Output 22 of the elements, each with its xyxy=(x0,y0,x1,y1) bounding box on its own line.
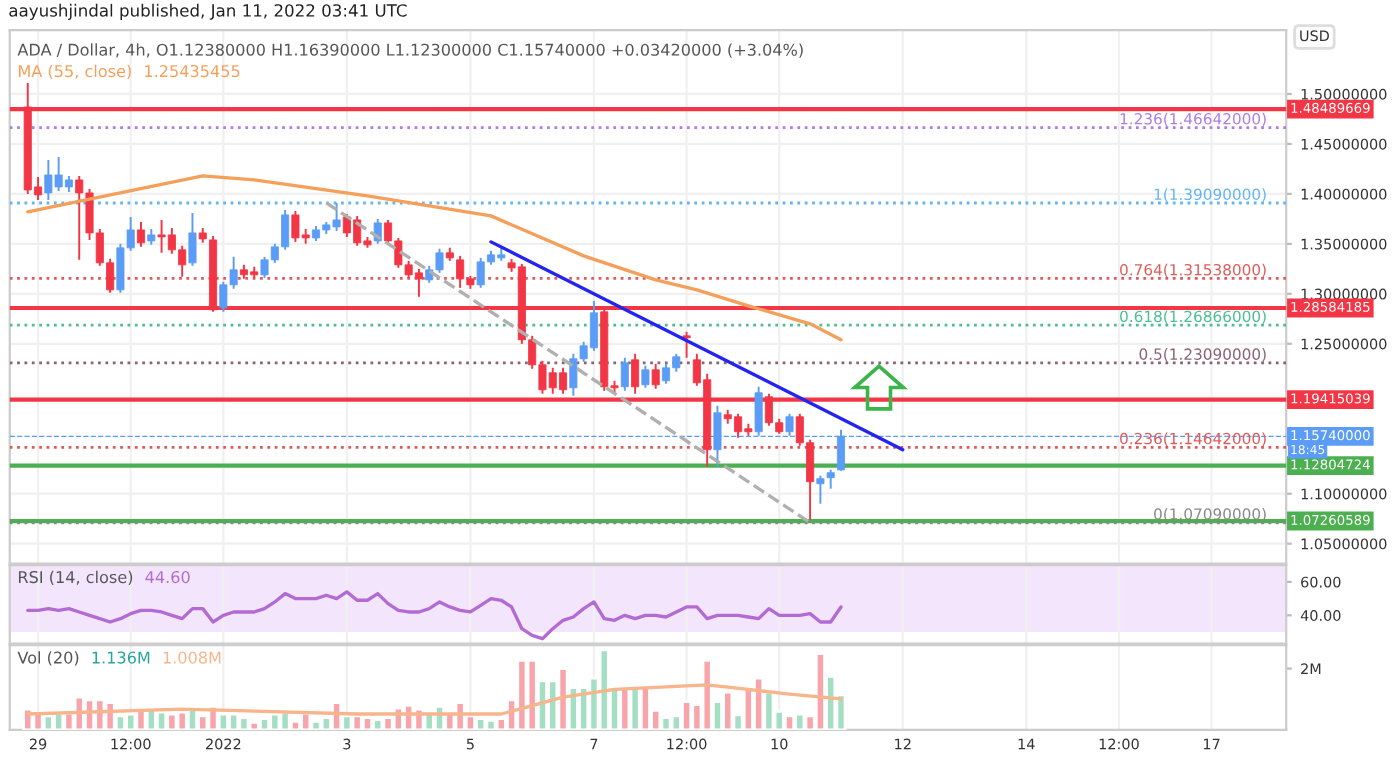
text: ADA / Dollar, 4h, O1.12380000 H1.16390000 L1.12300000 C1.15740000 +0.03420000 (+3.04%) xyxy=(17,43,803,58)
line-series xyxy=(26,174,843,342)
text: MA (55, close) xyxy=(18,64,131,80)
line-series xyxy=(26,590,843,641)
candlestick xyxy=(620,356,629,392)
text: aayushjindal published, Jan 11, 2022 03:41 UTC xyxy=(9,3,407,20)
annotation: 1.25435455 xyxy=(145,65,240,78)
annotation: 1.136M xyxy=(92,651,150,664)
chart-title: RSI (14, close) xyxy=(18,570,133,586)
annotation: 44.60 xyxy=(145,570,190,584)
candlestick xyxy=(641,364,650,389)
candlestick xyxy=(816,474,825,505)
candlestick xyxy=(826,468,835,490)
candlestick xyxy=(785,412,794,437)
candlestick xyxy=(682,330,691,359)
candlestick xyxy=(651,362,660,390)
candlestick xyxy=(631,352,640,395)
annotation: 1.008M xyxy=(163,651,221,664)
candlestick xyxy=(136,220,146,248)
chart-title: Vol (20) xyxy=(17,651,79,666)
candlestick xyxy=(188,211,197,267)
candlestick xyxy=(754,385,763,437)
